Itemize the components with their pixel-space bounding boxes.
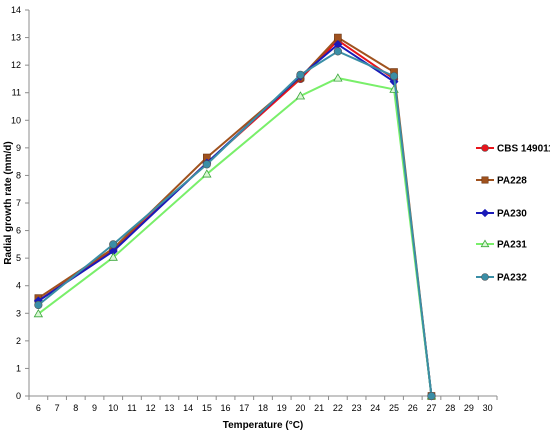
x-tick-label: 11 <box>127 403 136 413</box>
legend-item: PA230 <box>476 209 527 220</box>
x-tick-label: 13 <box>164 403 174 413</box>
y-tick-label: 9 <box>16 143 21 153</box>
y-tick-label: 2 <box>16 336 21 346</box>
x-tick-label: 28 <box>445 403 455 413</box>
data-point <box>481 176 489 184</box>
x-tick-label: 18 <box>258 403 268 413</box>
series-cbs-149011 <box>34 36 436 401</box>
legend-item: PA228 <box>476 176 527 187</box>
data-point <box>109 240 118 249</box>
x-tick-label: 30 <box>483 403 493 413</box>
legend-label: PA232 <box>497 273 527 284</box>
legend-label: PA231 <box>497 240 527 251</box>
x-tick-label: 21 <box>314 403 324 413</box>
data-point <box>296 70 305 79</box>
x-tick-label: 7 <box>55 403 60 413</box>
x-tick-label: 24 <box>370 403 380 413</box>
series-line <box>37 43 433 397</box>
x-tick-label: 8 <box>73 403 78 413</box>
series-line <box>37 36 433 397</box>
series-line <box>37 50 433 397</box>
data-point <box>427 391 436 401</box>
x-tick-label: 12 <box>146 403 156 413</box>
data-point <box>295 91 306 100</box>
x-tick-label: 27 <box>426 403 436 413</box>
legend-item: PA232 <box>476 273 527 284</box>
data-point <box>481 273 489 281</box>
y-tick-label: 12 <box>11 60 21 70</box>
legend-label: PA230 <box>497 209 527 220</box>
series-pa230 <box>33 40 436 401</box>
x-tick-label: 26 <box>408 403 418 413</box>
data-point <box>108 252 118 261</box>
y-tick-label: 8 <box>16 170 21 180</box>
x-tick-label: 15 <box>202 403 212 413</box>
y-tick-label: 5 <box>16 253 21 263</box>
series-pa228 <box>34 33 436 400</box>
y-tick-label: 0 <box>16 391 21 401</box>
x-tick-label: 17 <box>239 403 249 413</box>
y-tick-label: 4 <box>16 281 21 291</box>
data-point <box>33 309 44 318</box>
y-tick-label: 13 <box>11 33 21 43</box>
y-tick-label: 14 <box>11 5 21 15</box>
data-point <box>480 239 490 248</box>
data-point <box>202 160 211 169</box>
y-tick-label: 7 <box>16 198 21 208</box>
data-point <box>481 144 489 152</box>
legend-label: PA228 <box>497 176 527 187</box>
x-tick-label: 22 <box>333 403 343 413</box>
x-tick-label: 10 <box>108 403 118 413</box>
data-point <box>333 73 343 82</box>
y-tick-label: 10 <box>11 115 21 125</box>
x-tick-label: 6 <box>36 403 41 413</box>
x-tick-label: 29 <box>464 403 474 413</box>
x-tick-label: 23 <box>352 403 362 413</box>
y-tick-label: 3 <box>16 308 21 318</box>
x-tick-labels: 6 7 8 9 10 11 12 13 14 15 16 17 18 19 20 21 22 23 24 25 26 27… <box>36 403 493 413</box>
axes <box>25 9 498 400</box>
x-tick-label: 16 <box>221 403 231 413</box>
data-point <box>333 47 342 56</box>
data-point <box>334 33 342 42</box>
x-axis-title: Temperature (°C) <box>223 420 304 431</box>
data-point <box>480 208 490 218</box>
series-line <box>37 39 433 397</box>
legend-label: CBS 149011 <box>497 144 550 155</box>
x-tick-label: 9 <box>92 403 97 413</box>
x-tick-label: 25 <box>389 403 399 413</box>
x-tick-label: 20 <box>295 403 305 413</box>
series-line <box>37 77 433 397</box>
series-pa232 <box>34 47 436 401</box>
legend-item: PA231 <box>476 240 527 251</box>
plot-area <box>33 33 437 401</box>
y-axis-title: Radial growth rate (mm/d) <box>3 141 14 264</box>
data-point <box>34 300 43 310</box>
y-tick-label: 1 <box>16 363 21 373</box>
x-tick-label: 19 <box>277 403 287 413</box>
legend-item: CBS 149011 <box>476 144 550 155</box>
y-tick-label: 11 <box>12 88 21 98</box>
series-pa231 <box>33 73 437 400</box>
data-point <box>389 72 399 81</box>
y-tick-label: 6 <box>16 226 21 236</box>
legend: CBS 149011 PA228 PA230 PA231 PA232 <box>476 144 550 284</box>
x-tick-label: 14 <box>183 403 193 413</box>
data-point <box>202 169 212 178</box>
